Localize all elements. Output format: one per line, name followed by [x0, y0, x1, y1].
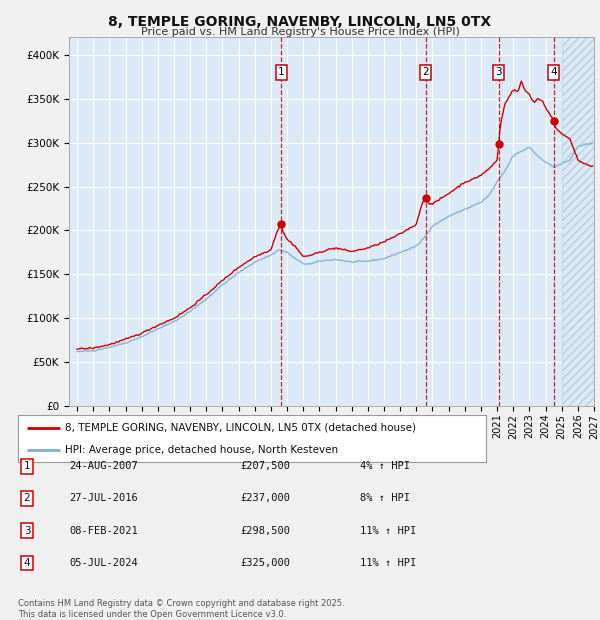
Text: 4: 4	[23, 558, 31, 568]
Text: 4: 4	[550, 67, 557, 78]
Text: 11% ↑ HPI: 11% ↑ HPI	[360, 526, 416, 536]
Text: 1: 1	[23, 461, 31, 471]
Text: Price paid vs. HM Land Registry's House Price Index (HPI): Price paid vs. HM Land Registry's House …	[140, 27, 460, 37]
Text: 08-FEB-2021: 08-FEB-2021	[69, 526, 138, 536]
Text: 2: 2	[23, 494, 31, 503]
Text: 05-JUL-2024: 05-JUL-2024	[69, 558, 138, 568]
Bar	[562, 37, 600, 406]
Text: 24-AUG-2007: 24-AUG-2007	[69, 461, 138, 471]
Text: Contains HM Land Registry data © Crown copyright and database right 2025.
This d: Contains HM Land Registry data © Crown c…	[18, 600, 344, 619]
Text: 3: 3	[496, 67, 502, 78]
Text: £325,000: £325,000	[240, 558, 290, 568]
Text: 1: 1	[278, 67, 285, 78]
Text: 3: 3	[23, 526, 31, 536]
Text: £207,500: £207,500	[240, 461, 290, 471]
Text: 2: 2	[422, 67, 429, 78]
Text: 8, TEMPLE GORING, NAVENBY, LINCOLN, LN5 0TX: 8, TEMPLE GORING, NAVENBY, LINCOLN, LN5 …	[109, 15, 491, 29]
Text: 27-JUL-2016: 27-JUL-2016	[69, 494, 138, 503]
Text: £298,500: £298,500	[240, 526, 290, 536]
Text: 8% ↑ HPI: 8% ↑ HPI	[360, 494, 410, 503]
Text: 11% ↑ HPI: 11% ↑ HPI	[360, 558, 416, 568]
Text: HPI: Average price, detached house, North Kesteven: HPI: Average price, detached house, Nort…	[65, 445, 338, 455]
Text: 4% ↑ HPI: 4% ↑ HPI	[360, 461, 410, 471]
Text: £237,000: £237,000	[240, 494, 290, 503]
Text: 8, TEMPLE GORING, NAVENBY, LINCOLN, LN5 0TX (detached house): 8, TEMPLE GORING, NAVENBY, LINCOLN, LN5 …	[65, 423, 416, 433]
